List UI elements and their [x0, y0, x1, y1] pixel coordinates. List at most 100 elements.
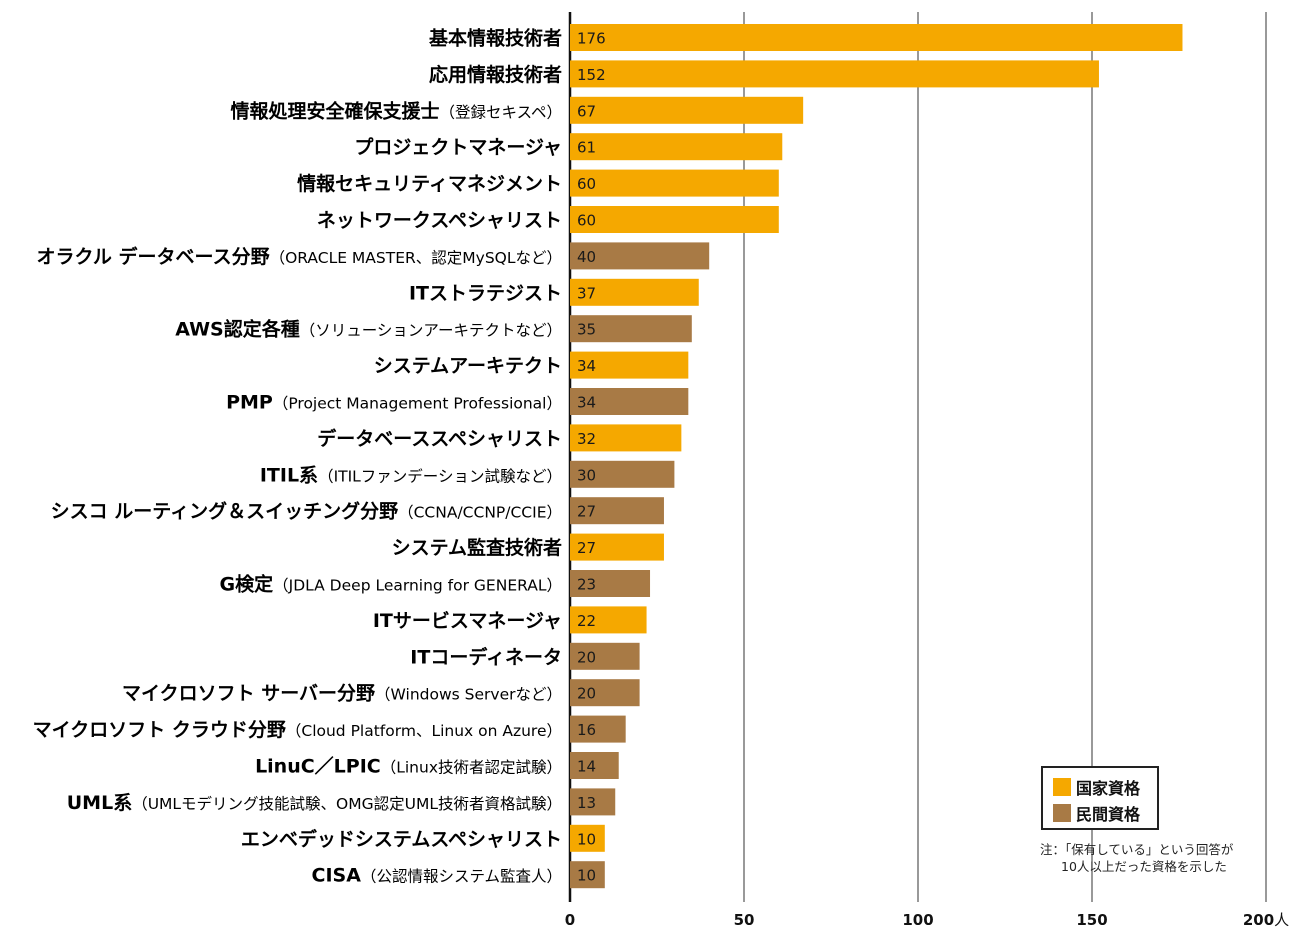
- category-label-0: 基本情報技術者: [428, 27, 562, 50]
- x-tick-100: 100: [902, 911, 933, 929]
- bar-15: [570, 570, 651, 597]
- legend-swatch-private: [1053, 804, 1071, 822]
- bar-11: [570, 424, 682, 452]
- category-label-8: AWS認定各種（ソリューションアーキテクトなど）: [175, 318, 562, 341]
- legend-label-national: 国家資格: [1076, 779, 1141, 798]
- bar-value-9: 34: [577, 357, 596, 375]
- category-main-23: CISA: [312, 865, 362, 887]
- category-label-16: ITサービスマネージャ: [373, 610, 562, 632]
- category-main-14: システム監査技術者: [392, 536, 562, 559]
- bar-value-11: 32: [577, 430, 596, 448]
- category-main-16: ITサービスマネージャ: [373, 610, 562, 632]
- bar-value-7: 37: [577, 284, 596, 302]
- legend-item-national: 国家資格: [1053, 774, 1157, 800]
- category-main-4: 情報セキュリティマネジメント: [297, 172, 562, 195]
- category-label-19: マイクロソフト クラウド分野（Cloud Platform、Linux on A…: [33, 719, 562, 741]
- category-sub-15: （JDLA Deep Learning for GENERAL）: [273, 577, 562, 595]
- legend-item-private: 民間資格: [1053, 800, 1157, 826]
- bar-3: [570, 133, 783, 161]
- x-axis-ticks: 0 50 100 150 200人: [565, 911, 1289, 929]
- category-label-3: プロジェクトマネージャ: [354, 136, 562, 159]
- bar-value-23: 10: [577, 867, 596, 885]
- category-main-3: プロジェクトマネージャ: [354, 136, 562, 159]
- bar-20: [570, 752, 619, 779]
- category-main-2: 情報処理安全確保支援士: [231, 99, 440, 122]
- category-main-15: G検定: [220, 573, 274, 596]
- category-main-9: システムアーキテクト: [374, 355, 562, 377]
- category-sub-2: （登録セキスペ）: [440, 103, 562, 121]
- x-unit-label: 人: [1274, 911, 1289, 929]
- bar-4: [570, 169, 779, 197]
- bar-value-5: 60: [577, 212, 596, 230]
- bar-value-13: 27: [577, 503, 596, 521]
- bar-value-8: 35: [577, 321, 596, 339]
- bar-7: [570, 278, 699, 306]
- bar-12: [570, 460, 675, 488]
- bar-value-17: 20: [577, 648, 596, 666]
- category-main-13: シスコ ルーティング＆スイッチング分野: [51, 500, 398, 523]
- category-label-14: システム監査技術者: [392, 536, 562, 559]
- category-sub-18: （Windows Serverなど）: [375, 686, 562, 704]
- bar-value-4: 60: [577, 175, 596, 193]
- category-sub-12: （ITILファンデーション試験など）: [318, 466, 562, 485]
- x-tick-150: 150: [1076, 911, 1107, 929]
- category-label-1: 応用情報技術者: [429, 63, 562, 86]
- category-sub-6: （ORACLE MASTER、認定MySQLなど）: [270, 249, 562, 267]
- bar-2: [570, 96, 804, 124]
- category-label-17: ITコーディネータ: [410, 645, 562, 668]
- legend-swatch-national: [1053, 778, 1071, 796]
- category-main-20: LinuC／LPIC: [255, 755, 381, 778]
- category-sub-8: （ソリューションアーキテクトなど）: [300, 322, 562, 340]
- category-label-18: マイクロソフト サーバー分野（Windows Serverなど）: [122, 683, 562, 705]
- category-label-7: ITストラテジスト: [409, 282, 562, 304]
- legend-label-private: 民間資格: [1076, 805, 1141, 824]
- bar-10: [570, 388, 689, 415]
- category-label-23: CISA（公認情報システム監査人）: [312, 865, 562, 887]
- bar-value-15: 23: [577, 576, 596, 594]
- legend: 国家資格 民間資格: [1041, 766, 1159, 830]
- bar-13: [570, 497, 664, 525]
- x-tick-50: 50: [734, 911, 755, 929]
- bar-value-10: 34: [577, 394, 596, 412]
- bar-19: [570, 715, 626, 743]
- note-line-2: 10人以上だった資格を示した: [1061, 859, 1227, 874]
- bar-14: [570, 533, 664, 561]
- bar-value-20: 14: [577, 758, 596, 776]
- x-tick-200: 200人: [1243, 911, 1289, 929]
- category-label-6: オラクル データベース分野（ORACLE MASTER、認定MySQLなど）: [36, 245, 562, 268]
- bar-21: [570, 788, 616, 816]
- bar-23: [570, 861, 605, 889]
- bar-9: [570, 351, 689, 379]
- bar-6: [570, 242, 710, 270]
- bar-17: [570, 642, 640, 670]
- chart-note: 注：「保有している」という回答が 10人以上だった資格を示した: [1040, 841, 1233, 875]
- bar-value-6: 40: [577, 248, 596, 266]
- category-label-12: ITIL系（ITILファンデーション試験など）: [260, 464, 562, 486]
- category-main-22: エンベデッドシステムスペシャリスト: [241, 827, 562, 850]
- category-label-21: UML系（UMLモデリング技能試験、OMG認定UML技術者資格試験）: [67, 792, 562, 814]
- category-sub-13: （CCNA/CCNP/CCIE）: [398, 504, 562, 522]
- bar-value-12: 30: [577, 466, 596, 484]
- note-line-1: 注：「保有している」という回答が: [1040, 842, 1234, 857]
- bars-group: 176 152 67 61 60 60 40 37 35 34 34 32 30 27 27 23 22 20 20…: [570, 24, 1183, 889]
- category-main-21: UML系: [67, 792, 132, 814]
- category-main-7: ITストラテジスト: [409, 282, 562, 304]
- category-main-17: ITコーディネータ: [410, 645, 562, 668]
- bar-value-3: 61: [577, 139, 596, 157]
- category-label-4: 情報セキュリティマネジメント: [297, 172, 562, 195]
- category-label-9: システムアーキテクト: [374, 355, 562, 377]
- category-main-18: マイクロソフト サーバー分野: [122, 683, 375, 705]
- bar-16: [570, 606, 647, 634]
- category-label-15: G検定（JDLA Deep Learning for GENERAL）: [220, 573, 562, 596]
- category-main-10: PMP: [226, 392, 273, 414]
- bar-value-1: 152: [577, 66, 606, 84]
- category-sub-19: （Cloud Platform、Linux on Azure）: [286, 722, 562, 740]
- category-sub-20: （Linux技術者認定試験）: [381, 759, 562, 777]
- bar-value-22: 10: [577, 830, 596, 848]
- category-label-22: エンベデッドシステムスペシャリスト: [241, 827, 562, 850]
- category-label-10: PMP（Project Management Professional）: [226, 392, 562, 414]
- category-main-6: オラクル データベース分野: [36, 245, 269, 268]
- bar-0: [570, 24, 1183, 51]
